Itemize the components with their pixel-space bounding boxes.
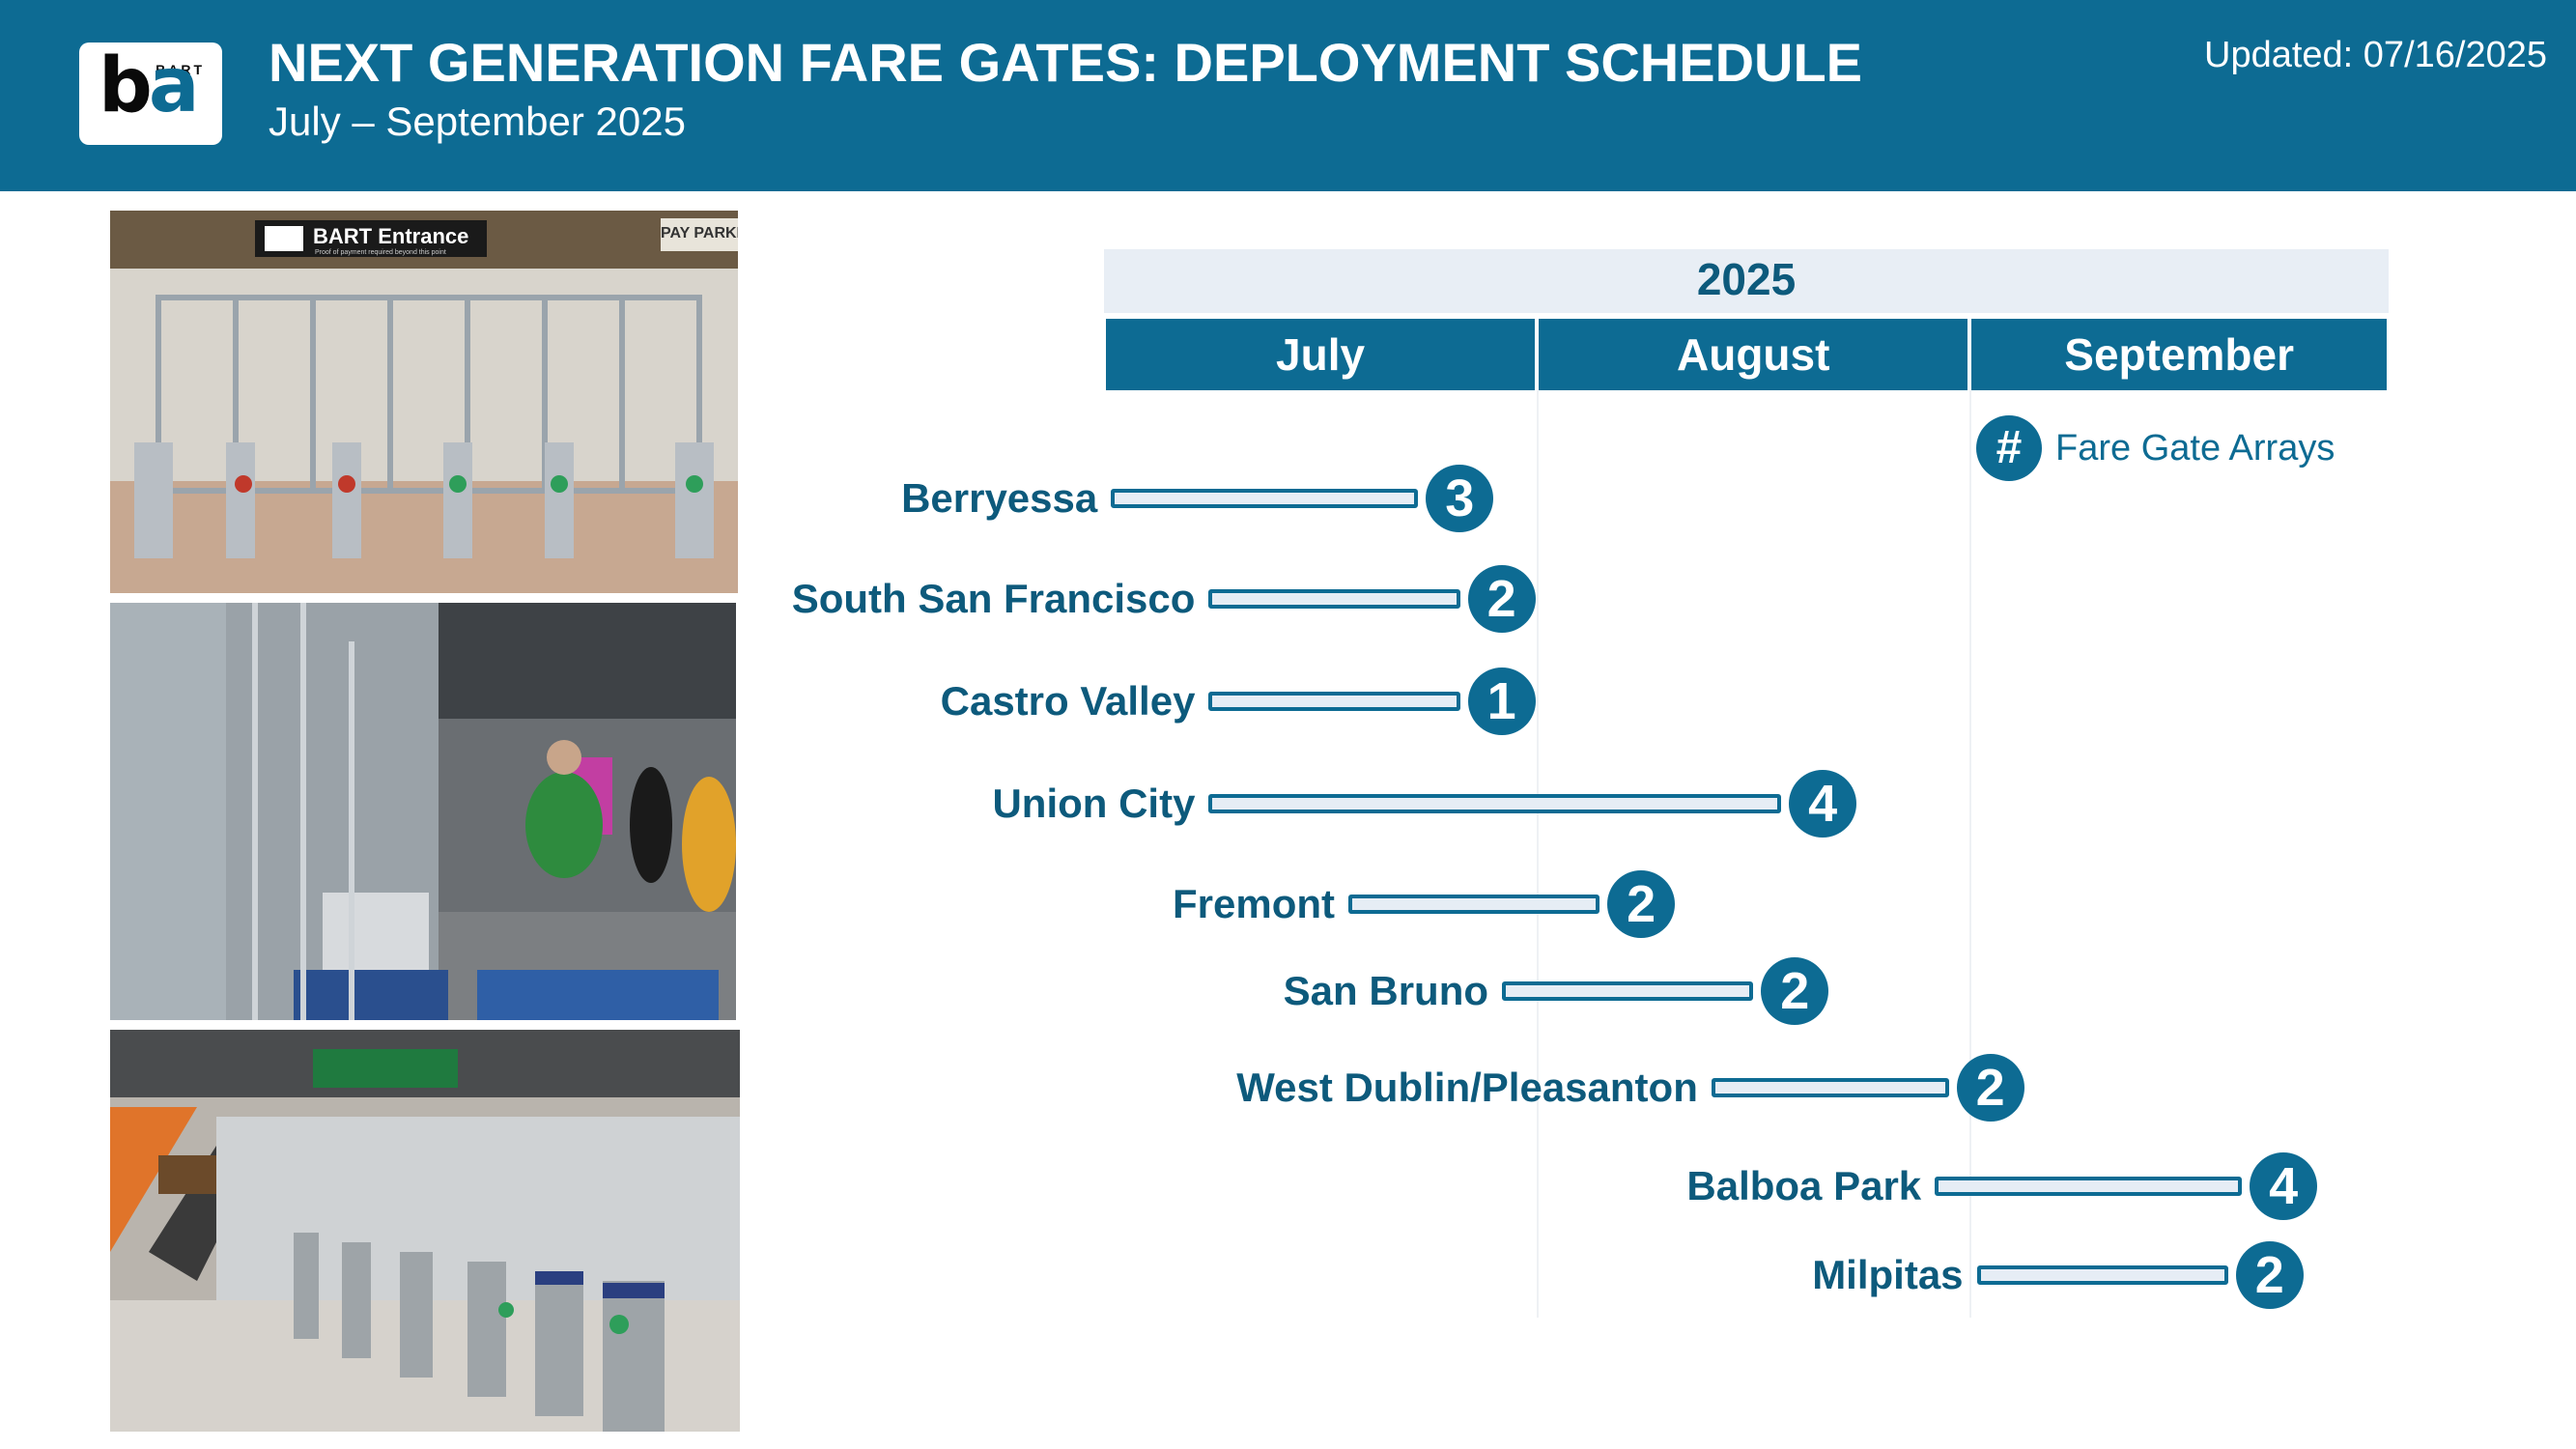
station-label-milpitas: Milpitas	[1812, 1252, 1964, 1297]
legend-symbol: #	[1976, 415, 2042, 481]
logo-small-text: BART	[156, 62, 205, 77]
photo-gate-array-platform	[110, 1030, 740, 1432]
month-header-july: July	[1106, 319, 1536, 390]
photo-bart-entrance-gates: BART Entrance Proof of payment required …	[110, 211, 738, 593]
legend-label: Fare Gate Arrays	[2055, 427, 2335, 469]
station-label-fremont: Fremont	[1173, 881, 1335, 926]
deployment-bar-milpitas	[1976, 1265, 2228, 1285]
array-count-fremont: 2	[1607, 870, 1676, 938]
array-count-berryessa: 3	[1426, 465, 1494, 532]
month-gridline	[1969, 390, 1972, 1318]
deployment-bar-san-bruno	[1502, 981, 1754, 1001]
station-label-balboa-park: Balboa Park	[1686, 1163, 1922, 1208]
updated-date: Updated: 07/16/2025	[2204, 35, 2547, 75]
deployment-bar-union-city	[1208, 794, 1782, 813]
deployment-bar-balboa-park	[1935, 1177, 2243, 1196]
station-label-san-bruno: San Bruno	[1283, 968, 1489, 1013]
array-count-milpitas: 2	[2235, 1241, 2304, 1309]
deployment-bar-berryessa	[1111, 489, 1419, 508]
station-label-union-city: Union City	[992, 781, 1196, 826]
month-gridline	[1537, 390, 1540, 1318]
page-title: NEXT GENERATION FARE GATES: DEPLOYMENT S…	[269, 32, 1863, 93]
bart-logo: BART ba	[79, 43, 222, 145]
deployment-bar-fremont	[1347, 895, 1600, 914]
entrance-sign-subtext: Proof of payment required beyond this po…	[315, 249, 446, 256]
array-count-south-san-francisco: 2	[1467, 565, 1536, 633]
page-subtitle: July – September 2025	[269, 99, 686, 144]
array-count-west-dublin-pleasanton: 2	[1956, 1054, 2024, 1122]
array-count-balboa-park: 4	[2250, 1152, 2318, 1220]
year-band	[1104, 249, 2389, 313]
entrance-sign-text: BART Entrance	[313, 224, 468, 248]
deployment-bar-west-dublin-pleasanton	[1711, 1078, 1949, 1097]
station-label-castro-valley: Castro Valley	[940, 678, 1196, 724]
array-count-castro-valley: 1	[1467, 668, 1536, 735]
month-header-september: September	[1971, 319, 2387, 390]
station-label-berryessa: Berryessa	[901, 475, 1098, 521]
station-label-west-dublin-pleasanton: West Dublin/Pleasanton	[1236, 1065, 1698, 1110]
year-label: 2025	[1696, 254, 1797, 304]
array-count-union-city: 4	[1789, 770, 1857, 838]
legend: # Fare Gate Arrays	[1976, 415, 2335, 483]
month-header-august: August	[1539, 319, 1968, 390]
deployment-bar-south-san-francisco	[1208, 589, 1460, 609]
deployment-bar-castro-valley	[1208, 692, 1460, 711]
photo-station-gates-passengers	[110, 603, 736, 1020]
header-banner: BART ba NEXT GENERATION FARE GATES: DEPL…	[0, 0, 2576, 191]
logo-mark: ba	[99, 43, 199, 129]
station-label-south-san-francisco: South San Francisco	[791, 576, 1196, 621]
array-count-san-bruno: 2	[1761, 957, 1829, 1025]
parking-sign-text: PAY PARKIN	[661, 225, 738, 242]
